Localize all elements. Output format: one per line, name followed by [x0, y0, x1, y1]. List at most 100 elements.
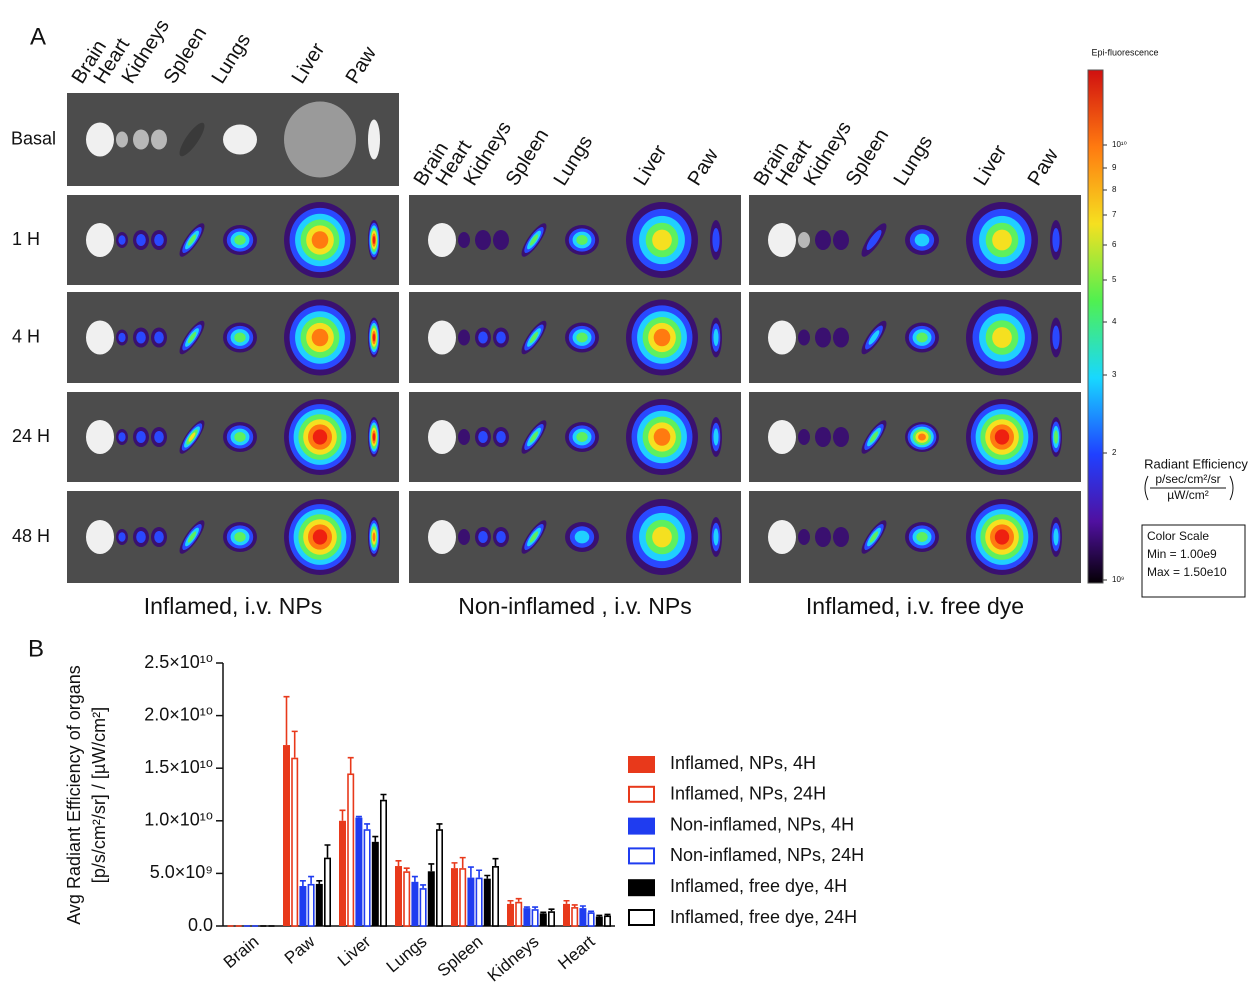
- organ: [868, 330, 880, 345]
- organ: [994, 429, 1010, 445]
- error-bar: [523, 906, 530, 909]
- organ: [1052, 228, 1060, 252]
- bar: [323, 857, 331, 927]
- organ-label: Paw: [1024, 145, 1064, 190]
- organ: [151, 129, 167, 150]
- bar: [307, 883, 315, 927]
- error-bar: [563, 899, 570, 904]
- error-bar: [428, 863, 435, 872]
- organ: [154, 531, 164, 543]
- bar: [339, 820, 346, 926]
- organ: [1053, 528, 1059, 546]
- bar: [467, 877, 475, 926]
- error-bar: [339, 809, 346, 821]
- row-label: 4 H: [12, 326, 40, 346]
- bar: [547, 911, 555, 927]
- colorbar-tick-label: 4: [1112, 317, 1117, 326]
- organ: [428, 520, 456, 554]
- organ: [311, 231, 329, 249]
- bar: [395, 866, 402, 926]
- error-bar: [372, 835, 379, 842]
- colorbar-tick-label: 8: [1112, 185, 1117, 194]
- y-tick-label: 5.0×10⁹: [150, 862, 213, 882]
- organ-label: Liver: [630, 141, 672, 190]
- organ: [86, 420, 114, 454]
- image-panel: [409, 491, 741, 583]
- y-axis-label: Avg Radiant Efficiency of organs: [64, 665, 84, 925]
- x-tick-label: Lungs: [383, 932, 431, 976]
- organ: [576, 432, 588, 442]
- organ: [768, 223, 796, 257]
- colorbar-tick-label: 9: [1112, 163, 1117, 172]
- panel-label: B: [28, 635, 44, 662]
- organ: [653, 328, 671, 347]
- organ: [914, 233, 930, 247]
- bar: [315, 883, 323, 926]
- x-tick-label: Paw: [281, 931, 319, 967]
- bar: [571, 907, 579, 927]
- legend-label: Inflamed, NPs, 24H: [670, 784, 826, 804]
- legend-label: Inflamed, free dye, 24H: [670, 907, 857, 927]
- error-bar: [484, 874, 491, 879]
- colorbar-tick-label: 5: [1112, 275, 1117, 284]
- y-tick-label: 2.0×10¹⁰: [144, 704, 213, 724]
- legend-label: Inflamed, NPs, 4H: [670, 753, 816, 773]
- organ-label: Paw: [342, 43, 382, 88]
- organ: [458, 429, 470, 445]
- bar: [587, 912, 595, 927]
- error-bar: [403, 867, 410, 872]
- color-bar: [1087, 69, 1104, 584]
- organ: [372, 433, 376, 441]
- legend-swatch: [628, 785, 655, 803]
- bar: [515, 901, 523, 927]
- organ: [118, 432, 126, 442]
- x-tick-label: Brain: [220, 932, 263, 972]
- bar: [603, 915, 611, 927]
- organ: [833, 327, 849, 348]
- error-bar: [507, 899, 514, 904]
- organ: [187, 331, 197, 344]
- bar: [491, 866, 499, 927]
- organ: [475, 230, 491, 250]
- image-panel: [67, 93, 399, 186]
- bar: [411, 881, 419, 926]
- organ: [815, 230, 831, 250]
- unit-title: Radiant Efficiency: [1144, 456, 1248, 471]
- error-bar: [451, 862, 458, 869]
- organ: [428, 223, 456, 257]
- organ: [713, 428, 719, 446]
- image-panel: [67, 292, 399, 383]
- legend-swatch: [628, 756, 655, 773]
- image-panel: [67, 392, 399, 482]
- y-axis-label: [p/s/cm²/sr] / [µW/cm²]: [89, 707, 109, 883]
- organ: [992, 229, 1012, 251]
- row-label: Basal: [11, 128, 56, 148]
- colorbar-tick-label: 2: [1112, 448, 1117, 457]
- colorbar-tick-label: 6: [1112, 240, 1117, 249]
- organ: [187, 234, 197, 246]
- color-scale-title: Color Scale: [1147, 529, 1209, 543]
- organ: [154, 331, 164, 344]
- organ: [815, 427, 831, 447]
- error-bar: [588, 910, 595, 913]
- organ: [136, 431, 146, 443]
- organ: [918, 433, 926, 441]
- error-bar: [283, 695, 290, 746]
- organ: [815, 327, 831, 348]
- organ: [768, 520, 796, 554]
- error-bar: [324, 844, 331, 858]
- organ: [652, 526, 672, 548]
- bar: [419, 888, 427, 927]
- error-bar: [308, 875, 315, 884]
- organ: [496, 531, 506, 543]
- panel-label: A: [30, 23, 46, 50]
- organ-label: Liver: [288, 39, 330, 88]
- organ: [496, 431, 506, 443]
- organ: [234, 532, 246, 542]
- error-bar: [411, 875, 418, 882]
- unit-denominator: µW/cm²: [1167, 488, 1209, 502]
- organ: [493, 230, 509, 250]
- group-caption: Inflamed, i.v. free dye: [806, 593, 1024, 619]
- bar: [427, 871, 435, 926]
- bar: [403, 871, 411, 927]
